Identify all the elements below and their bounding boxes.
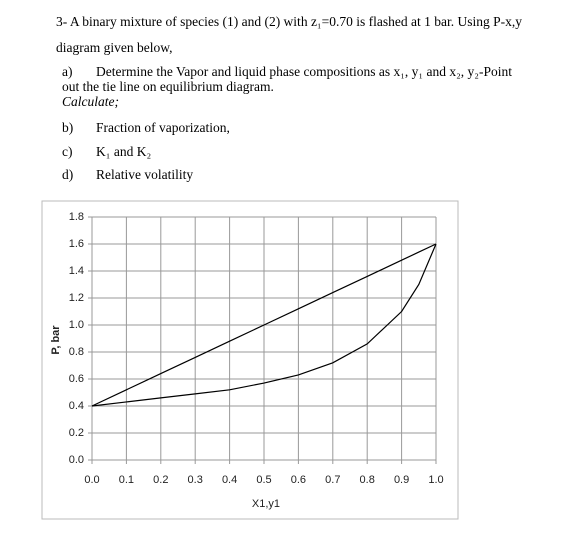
question-line: diagram given below, <box>56 40 173 55</box>
y-tick-label: 0.6 <box>69 373 84 385</box>
curve <box>91 243 437 407</box>
item-text: Relative volatility <box>96 167 194 182</box>
y-tick-label: 0.4 <box>69 400 84 412</box>
y-tick-label: 1.0 <box>69 319 84 331</box>
chart-frame <box>41 200 459 520</box>
y-axis-label: P, bar <box>50 325 62 355</box>
x-tick-label: 1.0 <box>428 474 443 486</box>
x-tick-label: 0.2 <box>153 474 168 486</box>
y-tick-label: 1.8 <box>69 211 84 223</box>
item-text: K₁ and K₂ <box>96 144 152 159</box>
item-text: out the tie line on equilibrium diagram. <box>62 79 274 94</box>
x-tick-label: 0.6 <box>291 474 306 486</box>
x-tick-label: 0.5 <box>256 474 271 486</box>
y-tick-label: 0.2 <box>69 427 84 439</box>
x-tick-label: 0.4 <box>222 474 237 486</box>
curve <box>91 243 437 407</box>
y-tick-label: 0.0 <box>69 454 84 466</box>
y-tick-label: 1.6 <box>69 238 84 250</box>
y-tick-label: 1.2 <box>69 292 84 304</box>
x-tick-label: 0.1 <box>119 474 134 486</box>
calculate-heading: Calculate; <box>62 94 119 109</box>
y-tick-label: 0.8 <box>69 346 84 358</box>
item-label: b) <box>62 120 74 135</box>
x-axis-label: X1,y1 <box>252 498 280 510</box>
item-label: c) <box>62 144 73 159</box>
item-text: Determine the Vapor and liquid phase com… <box>96 64 513 79</box>
y-tick-label: 1.4 <box>69 265 84 277</box>
x-tick-label: 0.8 <box>360 474 375 486</box>
item-label: a) <box>62 64 73 79</box>
item-text: Fraction of vaporization, <box>96 120 230 135</box>
item-label: d) <box>62 167 74 182</box>
x-tick-label: 0.7 <box>325 474 340 486</box>
x-tick-label: 0.9 <box>394 474 409 486</box>
question-line: 3- A binary mixture of species (1) and (… <box>56 14 522 29</box>
x-tick-label: 0.3 <box>188 474 203 486</box>
x-tick-label: 0.0 <box>84 474 99 486</box>
